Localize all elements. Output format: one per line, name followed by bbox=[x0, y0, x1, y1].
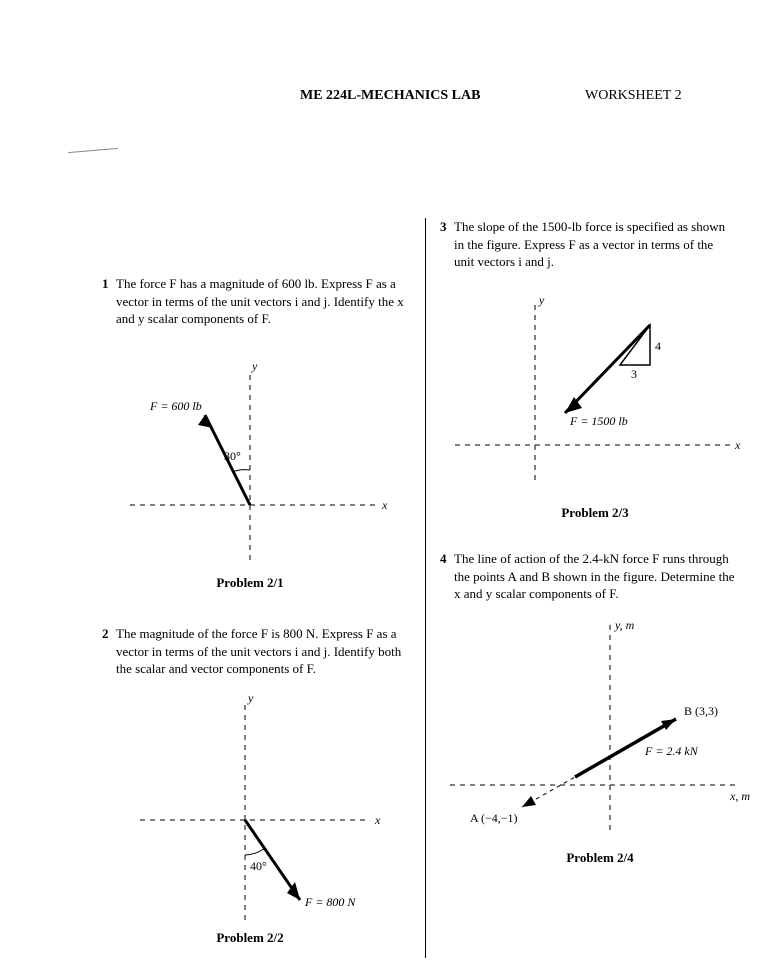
problem-1: 1 The force F has a magnitude of 600 lb.… bbox=[116, 275, 404, 328]
p3-rise: 4 bbox=[655, 339, 661, 353]
p2-angle-label: 40° bbox=[250, 859, 267, 873]
problem-3-text: The slope of the 1500-lb force is specif… bbox=[454, 218, 734, 271]
p1-angle-label: 30° bbox=[224, 449, 241, 463]
problem-3-number: 3 bbox=[440, 218, 447, 236]
column-divider bbox=[425, 218, 426, 958]
p4-x-label: x, m bbox=[729, 789, 750, 803]
problem-1-text: The force F has a magnitude of 600 lb. E… bbox=[116, 275, 404, 328]
p1-y-label: y bbox=[251, 359, 258, 373]
p3-y-label: y bbox=[538, 293, 545, 307]
problem-4-figure: x, m y, m B (3,3) A (−4,−1) F = 2.4 kN bbox=[440, 615, 760, 835]
worksheet-label: WORKSHEET 2 bbox=[585, 88, 682, 104]
problem-2-svg: x y 40° F = 800 N bbox=[110, 690, 390, 930]
p3-force-label: F = 1500 lb bbox=[569, 414, 628, 428]
problem-4-number: 4 bbox=[440, 550, 447, 568]
p4-y-label: y, m bbox=[614, 618, 635, 632]
problem-2-number: 2 bbox=[102, 625, 109, 643]
problem-3-caption: Problem 2/3 bbox=[445, 505, 745, 521]
problem-1-figure: x y 30° F = 600 lb bbox=[110, 350, 390, 570]
problem-1-svg: x y 30° F = 600 lb bbox=[110, 350, 390, 570]
p2-y-label: y bbox=[247, 691, 254, 705]
p1-x-label: x bbox=[381, 498, 388, 512]
problem-1-caption: Problem 2/1 bbox=[110, 575, 390, 591]
problem-3-figure: x y 4 3 F = 1500 lb bbox=[445, 290, 745, 490]
problem-2-caption: Problem 2/2 bbox=[110, 930, 390, 946]
problem-3-svg: x y 4 3 F = 1500 lb bbox=[445, 290, 745, 490]
problem-1-number: 1 bbox=[102, 275, 109, 293]
p4-b-label: B (3,3) bbox=[684, 704, 718, 718]
p3-run: 3 bbox=[631, 367, 637, 381]
p4-force-label: F = 2.4 kN bbox=[644, 744, 699, 758]
p2-force-label: F = 800 N bbox=[304, 895, 356, 909]
course-title: ME 224L-MECHANICS LAB bbox=[300, 88, 480, 104]
p3-x-label: x bbox=[734, 438, 741, 452]
problem-4-caption: Problem 2/4 bbox=[440, 850, 760, 866]
p2-x-label: x bbox=[374, 813, 381, 827]
problem-4: 4 The line of action of the 2.4-kN force… bbox=[454, 550, 742, 603]
p4-a-label: A (−4,−1) bbox=[470, 811, 518, 825]
p1-force-label: F = 600 lb bbox=[149, 399, 202, 413]
problem-3: 3 The slope of the 1500-lb force is spec… bbox=[454, 218, 734, 271]
problem-4-svg: x, m y, m B (3,3) A (−4,−1) F = 2.4 kN bbox=[440, 615, 760, 835]
problem-2-text: The magnitude of the force F is 800 N. E… bbox=[116, 625, 404, 678]
problem-2-figure: x y 40° F = 800 N bbox=[110, 690, 390, 930]
problem-4-text: The line of action of the 2.4-kN force F… bbox=[454, 550, 742, 603]
scan-artifact bbox=[68, 148, 118, 153]
problem-2: 2 The magnitude of the force F is 800 N.… bbox=[116, 625, 404, 678]
